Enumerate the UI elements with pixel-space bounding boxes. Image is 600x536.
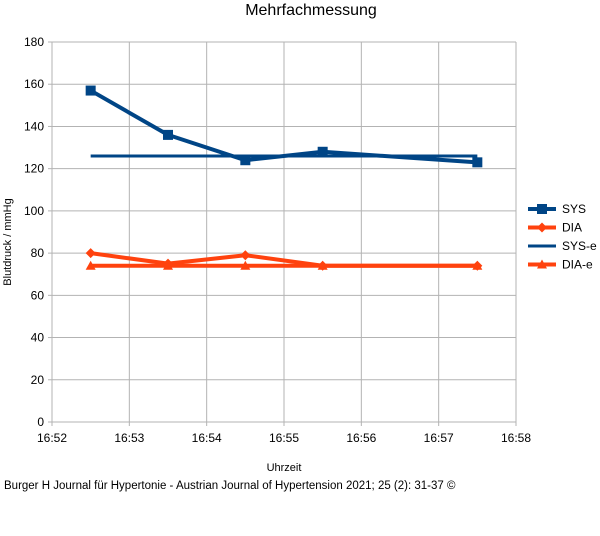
legend-label-sys: SYS	[562, 202, 586, 216]
x-axis-label: Uhrzeit	[267, 462, 302, 474]
data-point-dia	[240, 250, 251, 261]
chart-title: Mehrfachmessung	[245, 2, 377, 19]
legend-item-sys-e: SYS-e	[528, 239, 597, 253]
legend-marker-sys	[537, 204, 547, 214]
data-point-dia	[317, 260, 328, 271]
data-point-sys	[317, 146, 328, 157]
source-caption: Burger H Journal für Hypertonie - Austri…	[4, 480, 456, 492]
x-tick-label: 16:58	[501, 431, 531, 445]
data-point-dia-e	[240, 260, 251, 270]
x-tick-label: 16:53	[114, 431, 144, 445]
y-axis-label: Blutdruck / mmHg	[2, 198, 14, 285]
axes: 0 20 40 60 80 100 120 140 160 180 16:52 16:53 16:54 1…	[24, 35, 531, 445]
y-tick-label: 80	[31, 246, 45, 260]
y-tick-label: 180	[24, 35, 44, 49]
data-point-sys	[472, 157, 483, 168]
y-tick-label: 0	[37, 415, 44, 429]
data-point-dia-e	[85, 260, 96, 270]
data-point-sys	[85, 85, 96, 96]
legend-marker-dia-e	[537, 259, 547, 269]
line-chart: Mehrfachmessung 0 20 40 60 80 100 120 140 160 180…	[2, 2, 597, 474]
legend-label-dia-e: DIA-e	[562, 258, 593, 272]
data-point-dia	[472, 260, 483, 271]
legend-marker-dia	[537, 222, 547, 233]
data-point-sys	[163, 129, 173, 140]
legend-item-sys: SYS	[528, 202, 586, 216]
series-dia	[85, 248, 483, 271]
data-point-sys	[240, 155, 251, 166]
x-tick-label: 16:57	[424, 431, 454, 445]
legend-label-dia: DIA	[562, 221, 582, 235]
y-tick-label: 120	[24, 162, 44, 176]
y-tick-label: 20	[31, 373, 45, 387]
legend-item-dia-e: DIA-e	[528, 258, 593, 272]
data-point-dia	[163, 258, 173, 269]
legend-label-sys-e: SYS-e	[562, 239, 597, 253]
x-tick-label: 16:52	[37, 431, 67, 445]
legend-item-dia: DIA	[528, 221, 582, 235]
data-point-dia	[85, 248, 96, 259]
legend: SYS DIA SYS-e DIA-e	[528, 202, 597, 272]
x-tick-label: 16:56	[346, 431, 376, 445]
series-layer	[85, 85, 483, 271]
y-tick-label: 100	[24, 204, 44, 218]
y-tick-label: 160	[24, 77, 44, 91]
y-tick-label: 60	[31, 288, 45, 302]
grid	[51, 41, 517, 423]
y-tick-label: 140	[24, 119, 44, 133]
x-tick-label: 16:54	[192, 431, 222, 445]
series-sys	[85, 85, 483, 168]
y-tick-label: 40	[31, 331, 45, 345]
x-tick-label: 16:55	[269, 431, 299, 445]
